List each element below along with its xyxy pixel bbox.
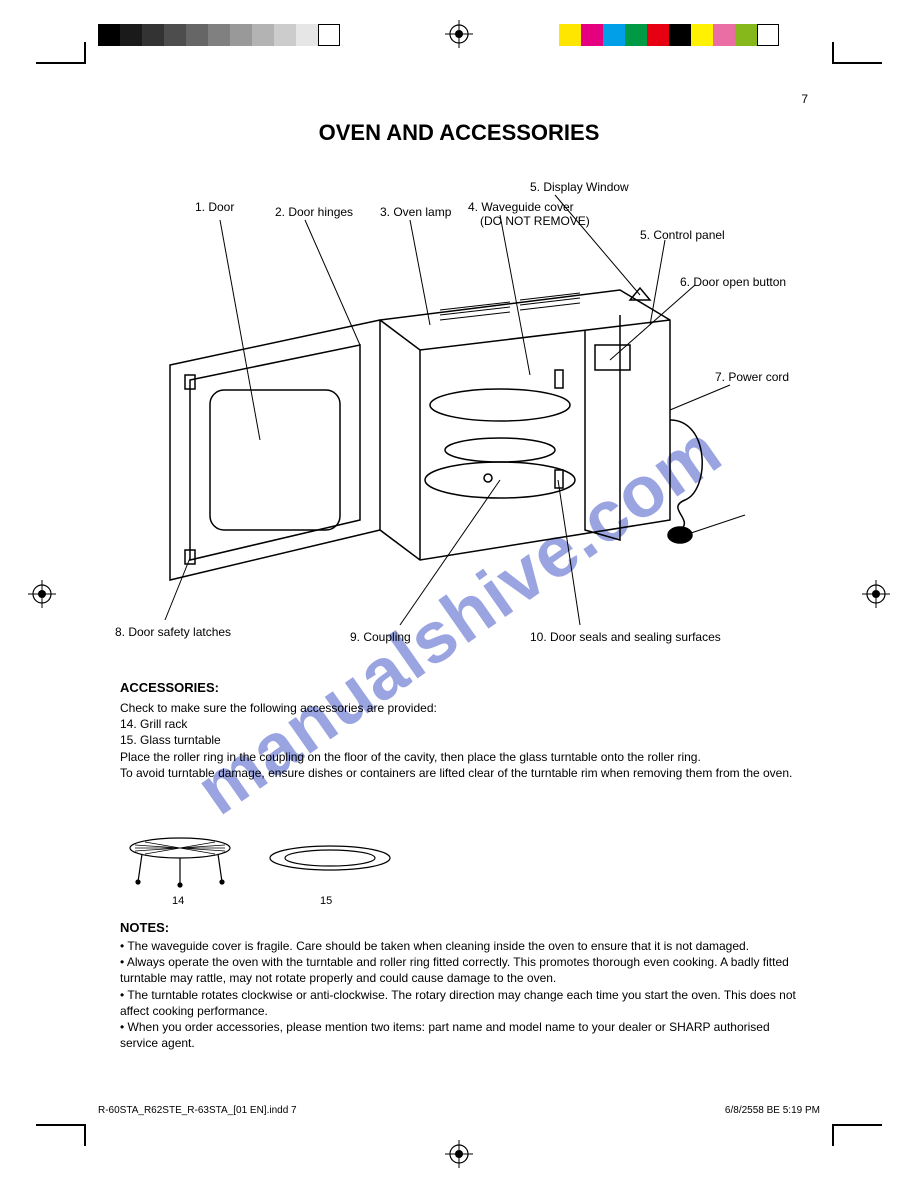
glass-turntable-icon [260, 838, 400, 878]
diagram-label: 1. Door [195, 200, 234, 214]
page-number: 7 [801, 92, 808, 106]
section-title: OVEN AND ACCESSORIES [120, 120, 798, 146]
notes-body: • The waveguide cover is fragile. Care s… [120, 938, 800, 1051]
grill-rack-icon [120, 830, 240, 890]
crop-mark [832, 42, 834, 64]
crop-mark [832, 62, 882, 64]
accessories-body: Check to make sure the following accesso… [120, 700, 800, 781]
diagram-label: 5. Control panel [640, 228, 725, 242]
diagram-label: 7. Power cord [715, 370, 789, 384]
color-swatches [559, 24, 829, 46]
crop-mark [36, 1124, 86, 1126]
diagram-label: 8. Door safety latches [115, 625, 231, 639]
notes-heading: NOTES: [120, 920, 169, 935]
registration-icon [862, 580, 890, 608]
diagram-label: 10. Door seals and sealing surfaces [530, 630, 721, 644]
diagram-label: 9. Coupling [350, 630, 411, 644]
footer-timestamp: 6/8/2558 BE 5:19 PM [725, 1105, 820, 1116]
diagram-label: 5. Display Window [530, 180, 629, 194]
diagram-label: 4. Waveguide cover [468, 200, 574, 214]
diagram-label: 3. Oven lamp [380, 205, 451, 219]
diagram-label: 2. Door hinges [275, 205, 353, 219]
accessory-number: 14 [172, 895, 184, 907]
registration-icon [445, 1140, 473, 1168]
registration-icon [28, 580, 56, 608]
accessory-number: 15 [320, 895, 332, 907]
diagram-label: (DO NOT REMOVE) [480, 214, 590, 228]
crop-mark [84, 1124, 86, 1146]
grayscale-swatches [98, 24, 344, 46]
crop-mark [36, 62, 86, 64]
crop-mark [84, 42, 86, 64]
crop-mark [832, 1124, 882, 1126]
diagram-label: 6. Door open button [680, 275, 786, 289]
accessories-heading: ACCESSORIES: [120, 680, 219, 695]
crop-mark [832, 1124, 834, 1146]
footer-filename: R-60STA_R62STE_R-63STA_[01 EN].indd 7 [98, 1105, 297, 1116]
registration-icon [445, 20, 473, 48]
